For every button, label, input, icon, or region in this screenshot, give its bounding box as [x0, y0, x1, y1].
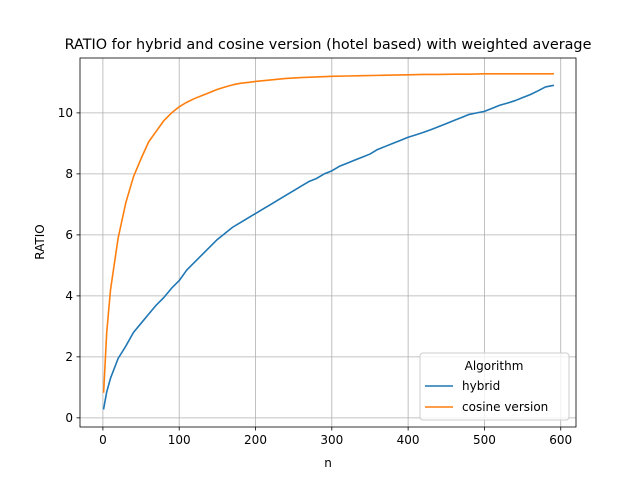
y-tick-label: 4	[65, 289, 73, 303]
y-tick-label: 6	[65, 228, 73, 242]
x-tick-label: 400	[397, 433, 420, 447]
y-axis-label: RATIO	[33, 224, 47, 259]
x-ticks: 0 100 200 300 400 500 600	[99, 427, 572, 447]
y-ticks: 0 2 4 6 8 10	[58, 106, 80, 425]
x-tick-label: 300	[320, 433, 343, 447]
series-line-hybrid	[102, 84, 555, 410]
legend-title: Algorithm	[465, 359, 524, 373]
legend: Algorithm hybrid cosine version	[419, 352, 570, 421]
series-lines	[102, 73, 555, 410]
x-tick-label: 100	[168, 433, 191, 447]
legend-label-cosine-version: cosine version	[462, 400, 548, 414]
chart-title: RATIO for hybrid and cosine version (hot…	[65, 37, 592, 53]
grid	[80, 58, 576, 427]
x-axis-label: n	[324, 456, 332, 470]
axes-frame	[79, 57, 577, 428]
y-tick-label: 8	[65, 167, 73, 181]
legend-box	[419, 352, 570, 421]
x-tick-label: 500	[473, 433, 496, 447]
x-tick-label: 200	[244, 433, 267, 447]
y-tick-label: 2	[65, 350, 73, 364]
series-line-cosine-version	[102, 73, 554, 393]
y-tick-label: 10	[58, 106, 73, 120]
x-tick-label: 600	[549, 433, 572, 447]
x-tick-label: 0	[99, 433, 107, 447]
y-tick-label: 0	[65, 411, 73, 425]
legend-label-hybrid: hybrid	[462, 379, 500, 393]
